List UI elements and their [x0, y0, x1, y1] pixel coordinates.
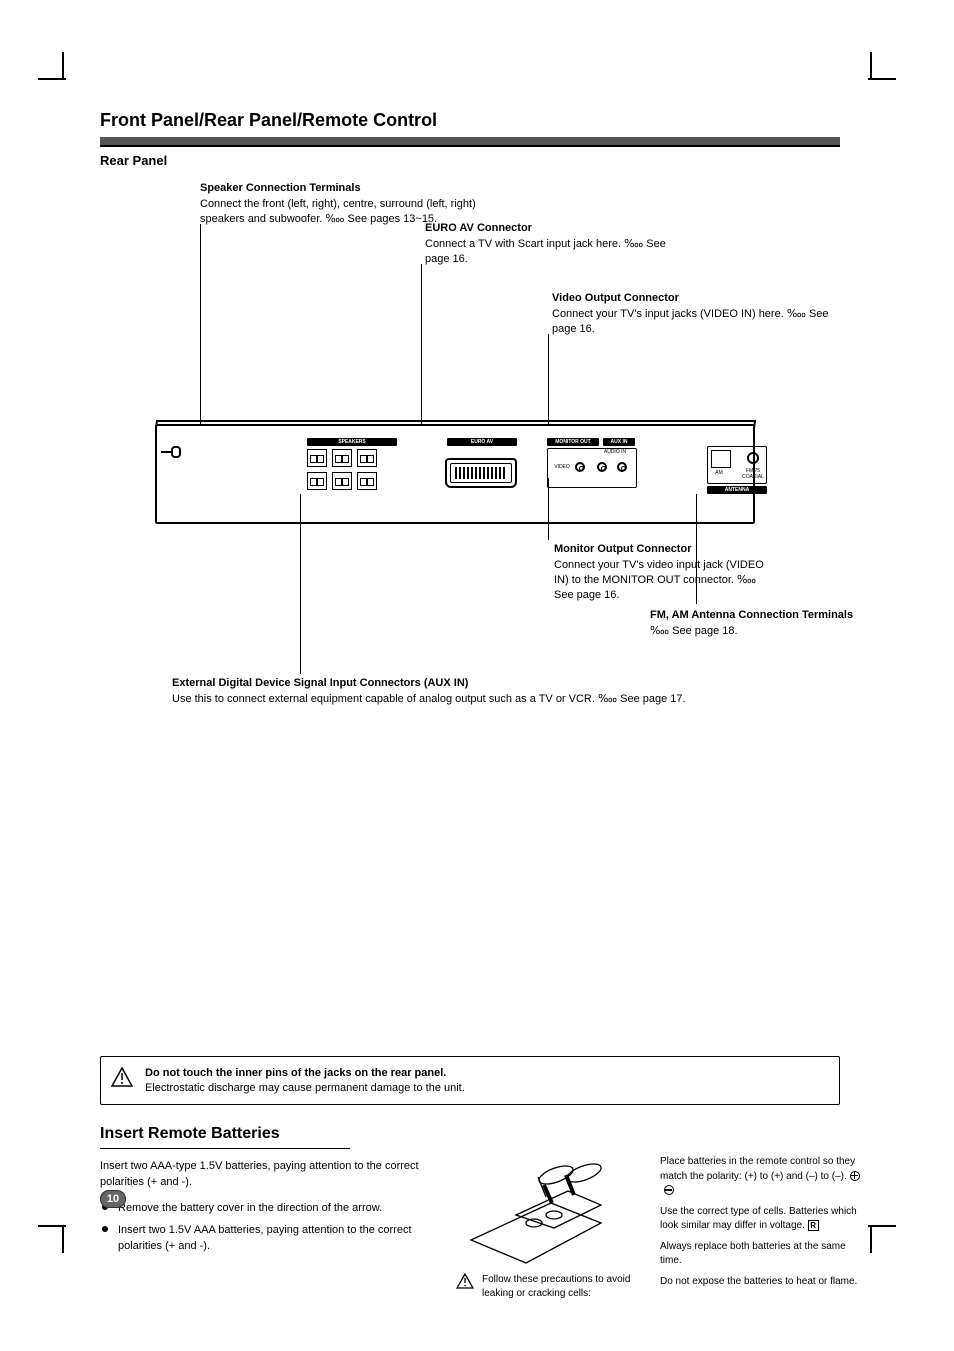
speaker-terminal: [307, 449, 327, 467]
callout-title: External Digital Device Signal Input Con…: [172, 676, 732, 691]
header-rule: [100, 137, 840, 147]
battery-intro: Insert two AAA-type 1.5V batteries, payi…: [100, 1159, 440, 1191]
r-box-icon: R: [808, 1220, 819, 1231]
leader-line: [548, 478, 549, 540]
leader-line: [696, 494, 697, 604]
speakers-label: SPEAKERS: [307, 439, 397, 445]
mid-caution: Follow these precautions to avoid leakin…: [456, 1273, 646, 1301]
battery-section: Insert Remote Batteries Insert two AAA-t…: [100, 1125, 840, 1255]
rear-panel-diagram: SPEAKERS EURO AV MONITOR OUT AUX IN VIDE…: [155, 424, 755, 524]
callout-title: Video Output Connector: [552, 291, 832, 306]
minus-icon: [664, 1185, 674, 1195]
speaker-terminal: [357, 472, 377, 490]
crop-mark: [38, 78, 66, 80]
plus-icon: [850, 1171, 860, 1181]
crop-mark: [868, 78, 896, 80]
caution-line2: Electrostatic discharge may cause perman…: [145, 1082, 825, 1094]
scart-connector: [445, 458, 517, 488]
callout-aux: External Digital Device Signal Input Con…: [172, 676, 732, 707]
callout-body: Use this to connect external equipment c…: [172, 693, 686, 705]
speaker-terminal: [332, 449, 352, 467]
bullet-item: Insert two 1.5V AAA batteries, paying at…: [100, 1223, 440, 1255]
callout-euro: EURO AV Connector Connect a TV with Scar…: [425, 221, 685, 267]
fm-terminal: [747, 452, 759, 464]
crop-mark: [870, 52, 872, 80]
crop-mark: [870, 1225, 872, 1253]
battery-right-col: Place batteries in the remote control so…: [660, 1155, 860, 1295]
speaker-terminal: [357, 449, 377, 467]
aux-label: AUX IN: [603, 439, 635, 445]
audio-in-label: AUDIO IN: [597, 449, 633, 455]
right-p3: Always replace both batteries at the sam…: [660, 1240, 860, 1269]
right-p1: Place batteries in the remote control so…: [660, 1155, 860, 1199]
monitor-out-label: MONITOR OUT: [547, 439, 599, 445]
right-p2: Use the correct type of cells. Batteries…: [660, 1205, 860, 1234]
right-p2-text: Use the correct type of cells. Batteries…: [660, 1206, 857, 1232]
power-cord-icon: [171, 446, 181, 458]
crop-mark: [62, 52, 64, 80]
speaker-terminal: [307, 472, 327, 490]
leader-line: [300, 494, 301, 674]
rear-panel-figure: Speaker Connection Terminals Connect the…: [100, 176, 840, 736]
remote-illustration: [456, 1155, 626, 1265]
callout-title: Speaker Connection Terminals: [200, 181, 510, 196]
crop-mark: [38, 1225, 66, 1227]
rca-jack: [597, 462, 607, 472]
speaker-terminal: [332, 472, 352, 490]
callout-video: Video Output Connector Connect your TV's…: [552, 291, 832, 337]
rca-jack: [575, 462, 585, 472]
right-p1-text: Place batteries in the remote control so…: [660, 1156, 855, 1182]
callout-body: Connect a TV with Scart input jack here.…: [425, 238, 666, 265]
callout-title: FM, AM Antenna Connection Terminals: [650, 608, 870, 623]
am-terminal: [711, 450, 731, 468]
battery-mid-col: Follow these precautions to avoid leakin…: [456, 1155, 646, 1301]
battery-left-col: Insert two AAA-type 1.5V batteries, payi…: [100, 1159, 440, 1255]
callout-antenna: FM, AM Antenna Connection Terminals ‱ Se…: [650, 608, 870, 639]
right-p4: Do not expose the batteries to heat or f…: [660, 1275, 860, 1290]
page-number-badge: 10: [100, 1190, 126, 1208]
bullet-item: Remove the battery cover in the directio…: [100, 1201, 440, 1217]
antenna-label: ANTENNA: [707, 487, 767, 493]
euro-label: EURO AV: [447, 439, 517, 445]
callout-body: Connect your TV's input jacks (VIDEO IN)…: [552, 308, 829, 335]
mid-caution-text: Follow these precautions to avoid leakin…: [482, 1274, 630, 1299]
caution-box: Do not touch the inner pins of the jacks…: [100, 1056, 840, 1105]
caution-line1: Do not touch the inner pins of the jacks…: [145, 1067, 825, 1079]
callout-title: EURO AV Connector: [425, 221, 685, 236]
leader-line: [200, 224, 201, 433]
warning-icon: [456, 1273, 474, 1289]
callout-speaker: Speaker Connection Terminals Connect the…: [200, 181, 510, 227]
crop-mark: [868, 1225, 896, 1227]
callout-body: Connect your TV's video input jack (VIDE…: [554, 559, 764, 601]
fm-label: FM 75 COAXIAL: [739, 468, 767, 480]
subhead: Rear Panel: [100, 153, 840, 168]
crop-mark: [62, 1225, 64, 1253]
video-label: VIDEO: [549, 464, 575, 470]
warning-icon: [111, 1067, 133, 1087]
callout-monitor: Monitor Output Connector Connect your TV…: [554, 542, 774, 602]
leader-line: [421, 264, 422, 442]
rca-jack: [617, 462, 627, 472]
am-label: AM: [709, 470, 729, 476]
battery-heading: Insert Remote Batteries: [100, 1125, 350, 1149]
callout-body: ‱ See page 18.: [650, 625, 738, 637]
callout-title: Monitor Output Connector: [554, 542, 774, 557]
section-title: Front Panel/Rear Panel/Remote Control: [100, 110, 840, 131]
